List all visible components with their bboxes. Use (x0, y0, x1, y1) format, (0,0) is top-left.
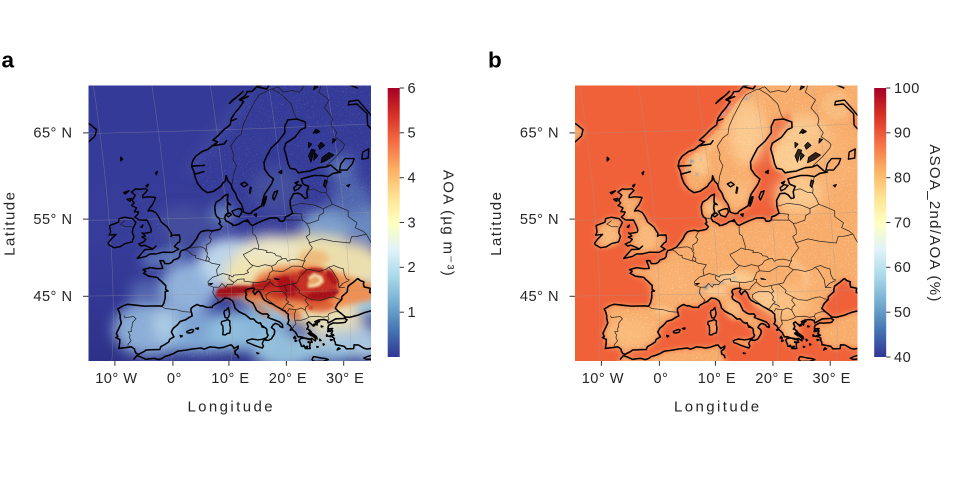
svg-text:5: 5 (408, 126, 417, 142)
svg-text:10° W: 10° W (95, 371, 137, 387)
svg-text:45° N: 45° N (33, 289, 72, 305)
svg-text:Latitude: Latitude (488, 191, 505, 256)
svg-text:80: 80 (894, 171, 911, 187)
svg-text:Latitude: Latitude (2, 191, 19, 256)
svg-text:10° E: 10° E (698, 371, 736, 387)
svg-text:Longitude: Longitude (187, 399, 275, 416)
svg-text:6: 6 (408, 81, 417, 97)
svg-text:20° E: 20° E (755, 371, 793, 387)
svg-text:65° N: 65° N (520, 126, 559, 142)
svg-text:ASOA_2nd/AOA (%): ASOA_2nd/AOA (%) (926, 144, 943, 302)
svg-text:2: 2 (408, 260, 417, 276)
svg-text:90: 90 (894, 126, 911, 142)
svg-text:30° E: 30° E (326, 371, 364, 387)
svg-text:65° N: 65° N (33, 126, 72, 142)
svg-text:50: 50 (894, 305, 911, 321)
svg-text:10° E: 10° E (211, 371, 249, 387)
svg-text:55° N: 55° N (520, 212, 559, 228)
svg-text:60: 60 (894, 260, 911, 276)
svg-text:20° E: 20° E (269, 371, 307, 387)
svg-text:1: 1 (408, 305, 417, 321)
svg-text:30° E: 30° E (813, 371, 851, 387)
svg-text:70: 70 (894, 215, 911, 231)
svg-text:4: 4 (408, 171, 417, 187)
svg-text:0°: 0° (653, 371, 668, 387)
svg-text:Longitude: Longitude (674, 399, 762, 416)
svg-text:AOA (µg m⁻³): AOA (µg m⁻³) (440, 170, 457, 277)
svg-text:40: 40 (894, 350, 911, 366)
svg-text:b: b (488, 48, 502, 73)
svg-text:0°: 0° (167, 371, 182, 387)
svg-text:10° W: 10° W (582, 371, 624, 387)
svg-text:3: 3 (408, 215, 417, 231)
svg-text:a: a (2, 48, 15, 73)
svg-text:55° N: 55° N (33, 212, 72, 228)
svg-text:45° N: 45° N (520, 289, 559, 305)
svg-text:100: 100 (894, 81, 920, 97)
